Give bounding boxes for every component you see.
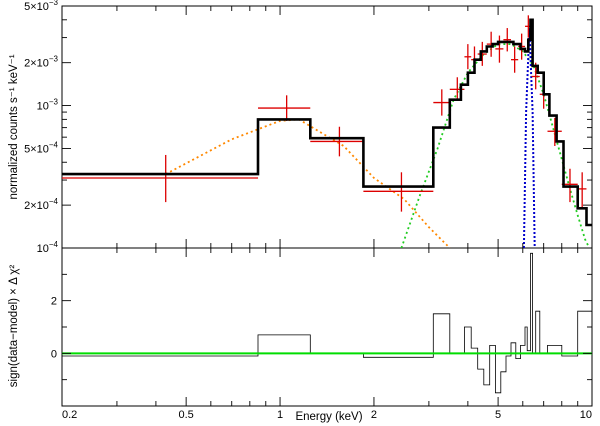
y-tick-label: 5×10−3	[24, 0, 58, 13]
x-tick-label: 0.2	[62, 409, 77, 421]
data-point-10	[495, 35, 504, 63]
residual-y-axis-title: sign(data−model) × Δ χ²	[8, 265, 20, 388]
data-point-0	[62, 154, 259, 203]
y-tick-label: 10−4	[37, 240, 59, 255]
x-tick-label: 5	[495, 409, 501, 421]
x-tick-label: 10	[580, 409, 592, 421]
x-axis-title: Energy (keV)	[295, 411, 362, 423]
y-tick-label: 5×10−4	[24, 140, 58, 155]
x-tick-label: 1	[277, 409, 283, 421]
data-point-17	[547, 117, 562, 147]
x-tick-label: 0.5	[178, 409, 193, 421]
y-tick-label: 2×10−4	[24, 197, 58, 212]
data-point-8	[477, 41, 487, 66]
data-point-2	[310, 126, 364, 157]
data-point-1	[258, 95, 311, 121]
y-tick-label: 10−3	[37, 98, 59, 113]
residual-panel-frame	[61, 247, 593, 407]
residual-plot-area	[62, 252, 592, 394]
data-point-12	[511, 46, 519, 73]
spectrum-plot-area	[62, 15, 592, 248]
spectrum-y-axis-title: normalized counts s⁻¹ keV⁻¹	[8, 54, 20, 199]
residual-y-tick-label: 2	[51, 296, 57, 308]
soft-component-curve	[165, 118, 451, 248]
model-step-curve	[62, 18, 592, 227]
data-point-11	[503, 28, 512, 52]
data-point-3	[363, 172, 434, 212]
residual-step-curve	[62, 252, 592, 394]
y-tick-label: 2×10−3	[24, 55, 58, 70]
line-component-curve	[522, 28, 536, 248]
x-tick-label: 2	[371, 409, 377, 421]
data-point-5	[449, 77, 465, 101]
data-point-6	[464, 44, 472, 70]
residual-y-tick-label: 0	[51, 348, 57, 360]
data-point-4	[433, 89, 450, 116]
data-point-19	[577, 172, 587, 209]
hard-component-curve	[400, 43, 591, 248]
